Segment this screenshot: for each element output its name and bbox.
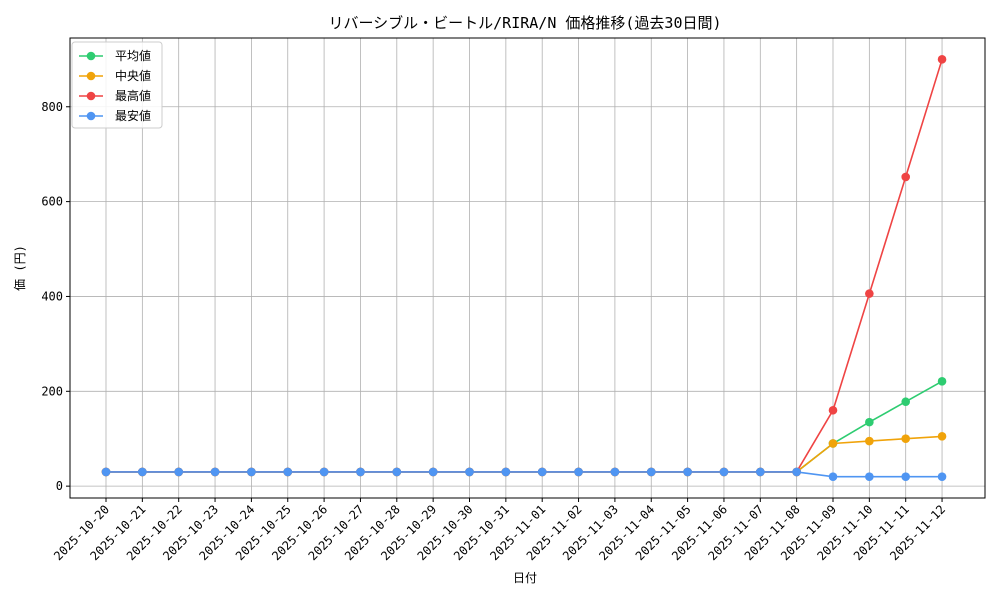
- data-point: [610, 467, 620, 477]
- series-line: [106, 435, 943, 473]
- legend-marker: [86, 91, 96, 101]
- series-line: [106, 59, 943, 473]
- data-point: [937, 432, 947, 441]
- data-point: [865, 472, 874, 481]
- data-point: [174, 467, 183, 477]
- y-tick-label: 200: [41, 384, 63, 398]
- data-point: [247, 467, 256, 477]
- series-line: [106, 471, 943, 478]
- series-layer: [101, 55, 947, 481]
- data-point: [356, 467, 365, 477]
- y-axis-label: 価 (円): [13, 245, 27, 291]
- legend-label: 平均値: [115, 48, 151, 63]
- data-point: [501, 467, 511, 477]
- data-point: [428, 467, 438, 477]
- data-point: [828, 439, 838, 448]
- data-point: [901, 397, 910, 407]
- data-point: [101, 467, 111, 477]
- data-point: [138, 467, 147, 477]
- data-point: [574, 467, 583, 477]
- legend-label: 最安値: [115, 108, 151, 123]
- series-3: [101, 467, 947, 481]
- data-point: [937, 472, 947, 481]
- x-axis-label: 日付: [513, 571, 537, 585]
- data-point: [465, 467, 474, 477]
- legend-label: 最高値: [115, 88, 151, 103]
- y-tick-label: 600: [41, 195, 63, 209]
- series-0: [101, 377, 947, 477]
- data-point: [901, 434, 910, 444]
- legend-marker: [86, 111, 96, 121]
- data-point: [283, 467, 293, 477]
- data-point: [719, 467, 729, 477]
- y-tick-label: 400: [41, 289, 63, 303]
- series-line: [106, 380, 943, 473]
- y-tick-label: 800: [41, 100, 63, 114]
- legend-label: 中央値: [115, 68, 151, 83]
- y-ticks: 0 200 400 600 800: [41, 100, 70, 493]
- data-point: [828, 405, 838, 415]
- x-ticks: 2025-10-202025-10-212025-10-222025-10-23…: [51, 498, 948, 563]
- data-point: [756, 467, 765, 477]
- data-point: [937, 55, 947, 64]
- y-tick-label: 0: [56, 479, 63, 493]
- data-point: [865, 436, 874, 446]
- data-point: [537, 467, 547, 477]
- legend-marker: [86, 71, 96, 81]
- chart-title: リバーシブル・ビートル/RIRA/N 価格推移(過去30日間): [328, 14, 721, 32]
- data-point: [828, 472, 838, 481]
- data-point: [392, 467, 402, 477]
- data-point: [792, 467, 801, 477]
- data-point: [683, 467, 692, 477]
- plot-frame: [69, 37, 986, 499]
- data-point: [865, 289, 874, 298]
- legend-marker: [86, 51, 96, 61]
- data-point: [901, 472, 910, 481]
- legend-box: [71, 41, 163, 129]
- series-2: [101, 55, 947, 477]
- grid: [70, 38, 985, 498]
- data-point: [319, 467, 329, 477]
- series-1: [101, 432, 947, 477]
- data-point: [901, 172, 910, 182]
- data-point: [646, 467, 656, 477]
- data-point: [937, 377, 947, 386]
- data-point: [210, 467, 220, 477]
- data-point: [865, 417, 874, 427]
